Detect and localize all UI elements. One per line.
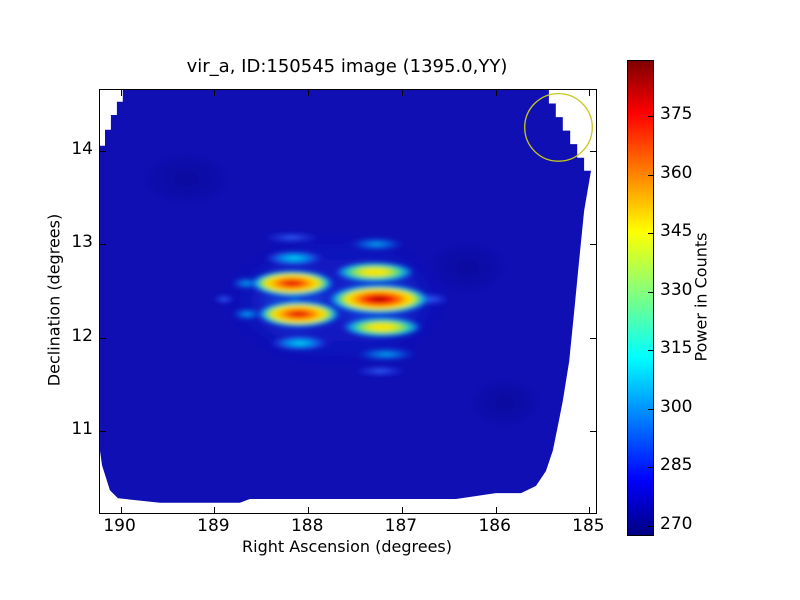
- axes-area: [99, 89, 597, 514]
- source-blob-red: [256, 301, 341, 328]
- y-tick: [100, 244, 106, 246]
- beam-circle: [524, 92, 593, 162]
- colorbar-tick: [648, 116, 653, 117]
- colorbar-tick-label: 315: [660, 338, 693, 359]
- source-blob-shade: [139, 150, 234, 207]
- colorbar-tick-label: 360: [660, 162, 693, 183]
- source-blob-blue-faint: [354, 365, 407, 377]
- plot-title: vir_a, ID:150545 image (1395.0,YY): [186, 56, 508, 77]
- x-tick-label: 186: [478, 516, 511, 536]
- x-tick: [495, 507, 497, 513]
- y-tick: [100, 430, 106, 432]
- heatmap: [100, 90, 593, 503]
- x-tick-top: [214, 90, 216, 96]
- source-blob-red: [250, 270, 335, 297]
- colorbar-tick-label: 345: [660, 221, 693, 241]
- x-tick-top: [495, 90, 497, 96]
- source-blob-shade: [467, 376, 543, 429]
- x-tick-label: 187: [384, 516, 418, 536]
- source-blob-yellow: [341, 316, 423, 338]
- colorbar: [627, 60, 654, 536]
- y-tick-label: 13: [71, 232, 93, 253]
- source-blob-blue-faint: [263, 231, 320, 244]
- source-blob-cyan-faint: [355, 347, 417, 362]
- x-tick-top: [308, 90, 310, 96]
- x-tick: [214, 507, 216, 513]
- x-tick: [401, 507, 403, 513]
- colorbar-tick: [648, 174, 653, 176]
- x-tick-top: [401, 90, 403, 96]
- y-tick: [100, 150, 106, 152]
- colorbar-tick-label: 285: [660, 455, 693, 476]
- source-fringe-pattern: [139, 150, 543, 429]
- y-tick-label: 12: [71, 325, 93, 346]
- y-tick-right: [590, 244, 596, 246]
- source-blob-yellow: [334, 261, 415, 283]
- x-axis-label: Right Ascension (degrees): [242, 537, 452, 556]
- x-tick-label: 190: [103, 516, 136, 536]
- source-blob-cyan-faint: [231, 308, 264, 321]
- source-blob-gap: [278, 295, 294, 304]
- y-tick-label: 14: [71, 138, 93, 159]
- colorbar-tick-label: 375: [660, 104, 693, 124]
- x-tick: [589, 507, 591, 513]
- source-blob-blue-faint: [212, 294, 236, 304]
- colorbar-tick-label: 330: [660, 279, 693, 300]
- y-tick-label: 11: [71, 418, 93, 439]
- y-tick-right: [590, 430, 596, 432]
- x-tick-label: 188: [290, 516, 324, 536]
- x-tick: [120, 507, 122, 513]
- x-tick-top: [589, 90, 591, 96]
- colorbar-tick: [648, 408, 653, 410]
- y-tick: [100, 337, 106, 339]
- colorbar-tick: [648, 233, 653, 234]
- colorbar-tick: [648, 467, 653, 469]
- colorbar-tick-label: 270: [660, 513, 693, 534]
- source-blob-cyan: [269, 335, 330, 351]
- source-blob-gap: [296, 295, 312, 304]
- source-blob-red-bright: [327, 284, 431, 315]
- y-tick-right: [590, 337, 596, 339]
- colorbar-tick: [648, 291, 653, 293]
- colorbar-tick: [648, 525, 653, 527]
- y-tick-right: [590, 150, 596, 152]
- colorbar-tick-label: 300: [660, 396, 693, 417]
- x-tick-label: 189: [197, 516, 230, 536]
- source-blob-cyan: [264, 250, 325, 266]
- x-tick-label: 185: [572, 516, 605, 536]
- colorbar-tick: [648, 350, 653, 352]
- x-tick: [308, 507, 310, 513]
- source-blob-cyan-faint: [348, 237, 405, 252]
- x-tick-top: [120, 90, 122, 96]
